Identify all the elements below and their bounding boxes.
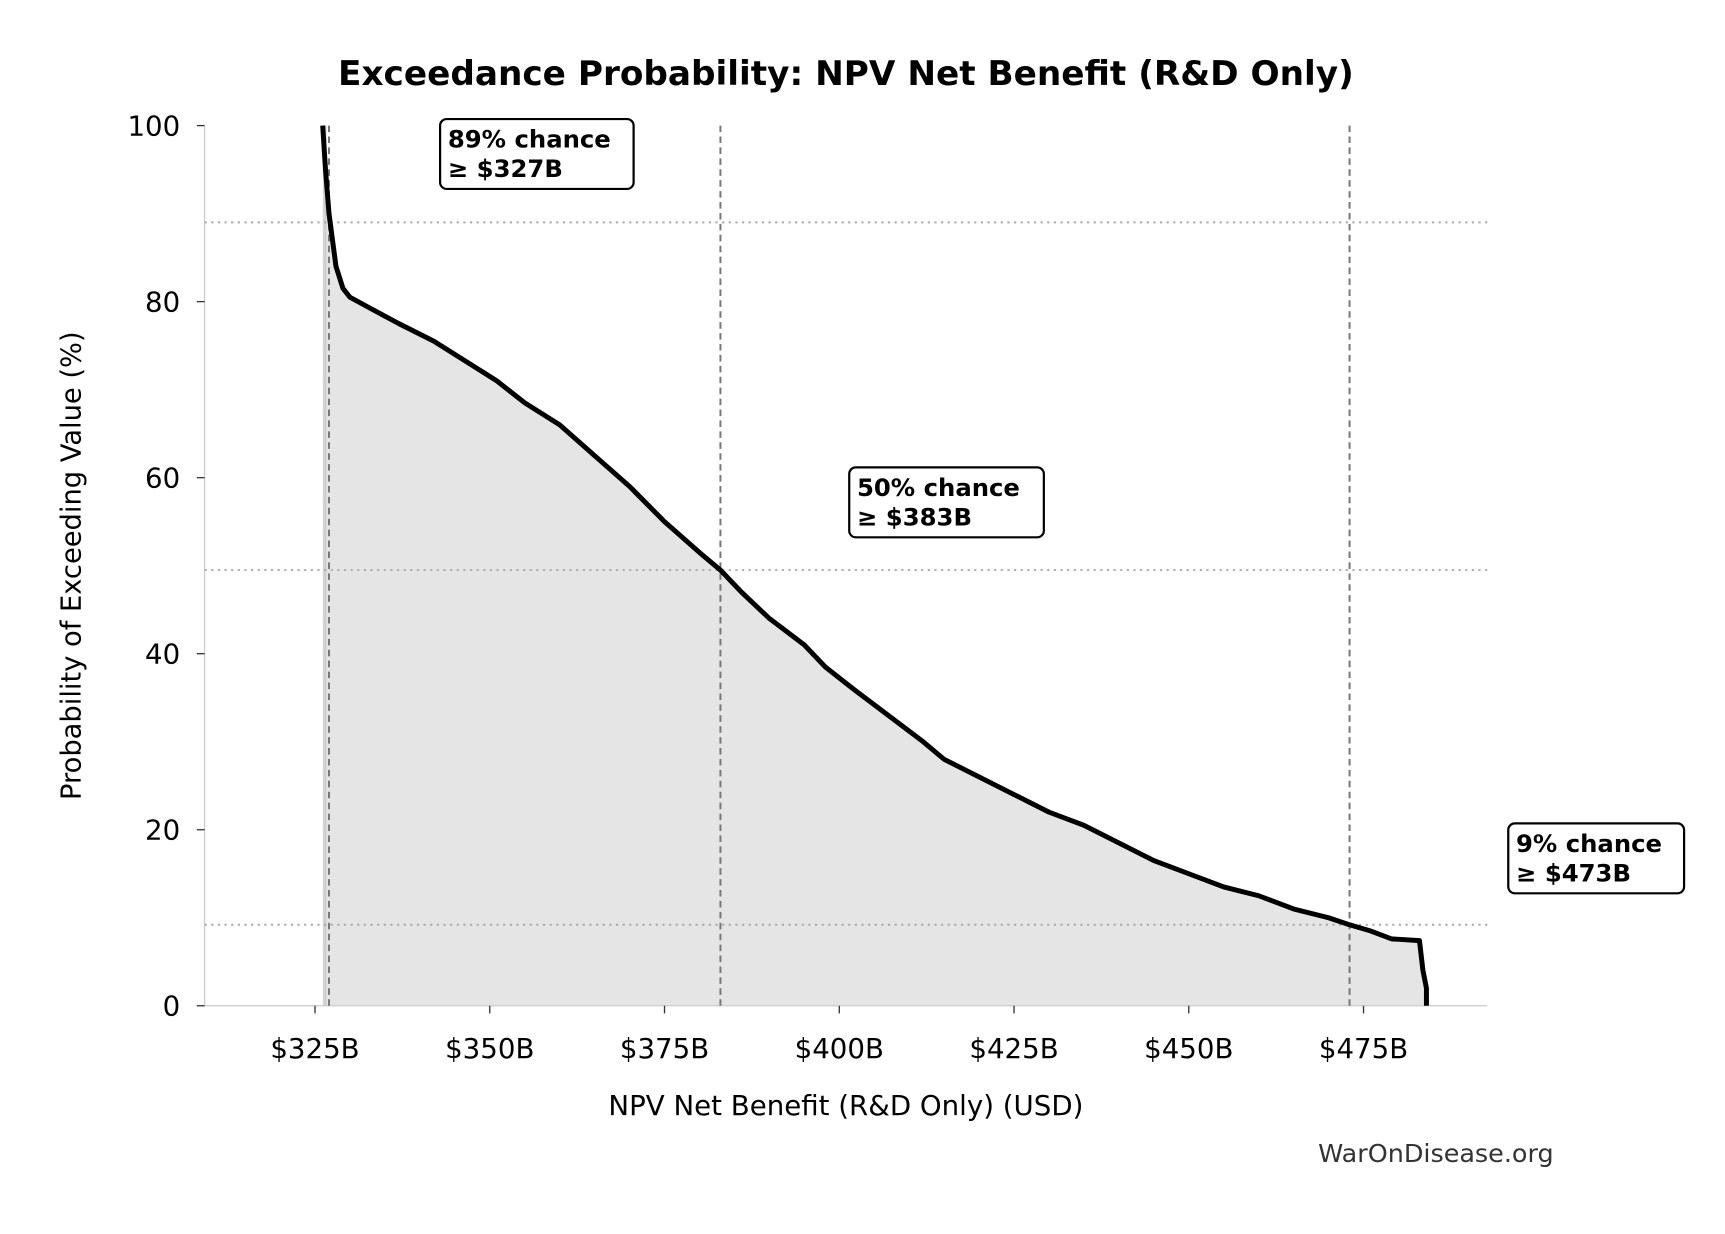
- annotation-line2: ≥ $473B: [1516, 859, 1631, 887]
- annotation-frame: [1507, 822, 1686, 895]
- y-tick-label: 60: [145, 464, 180, 495]
- annotation-line1: 89% chance: [448, 126, 611, 154]
- x-tick-label: $425B: [969, 1034, 1058, 1065]
- annotation-frame: [438, 117, 635, 191]
- y-tick-label: 80: [145, 288, 180, 319]
- y-tick-label: 100: [127, 112, 180, 143]
- annotation-line1: 50% chance: [857, 474, 1020, 502]
- annotation-line1: 9% chance: [1516, 830, 1662, 858]
- area-fill: [322, 125, 1427, 1006]
- exceedance-curve: [320, 125, 1429, 1006]
- y-tick-label: 40: [145, 640, 180, 671]
- annotation-box: 9% chance≥ $473B: [1507, 822, 1686, 895]
- x-tick-label: $450B: [1144, 1034, 1233, 1065]
- y-axis-label: Probability of Exceeding Value (%): [57, 331, 88, 800]
- watermark: WarOnDisease.org: [1318, 1139, 1553, 1168]
- x-tick-label: $325B: [270, 1034, 359, 1065]
- annotation-line2: ≥ $327B: [448, 155, 563, 183]
- plot-area: $325B $350B $375B $400B $425B $450B $475B 0 20 40…: [127, 112, 1686, 1065]
- chart-title: Exceedance Probability: NPV Net Benefit …: [338, 54, 1354, 94]
- x-tick-label: $375B: [620, 1034, 709, 1065]
- y-tick-label: 0: [163, 992, 181, 1023]
- x-tick-label: $475B: [1319, 1034, 1408, 1065]
- x-axis-label: NPV Net Benefit (R&D Only) (USD): [608, 1091, 1083, 1122]
- annotation-box: 89% chance≥ $327B: [438, 117, 635, 191]
- x-tick-label: $400B: [795, 1034, 884, 1065]
- annotation-box: 50% chance≥ $383B: [848, 466, 1045, 539]
- x-tick-label: $350B: [445, 1034, 534, 1065]
- y-tick-label: 20: [145, 816, 180, 847]
- annotation-line2: ≥ $383B: [857, 503, 972, 531]
- annotation-frame: [848, 466, 1045, 539]
